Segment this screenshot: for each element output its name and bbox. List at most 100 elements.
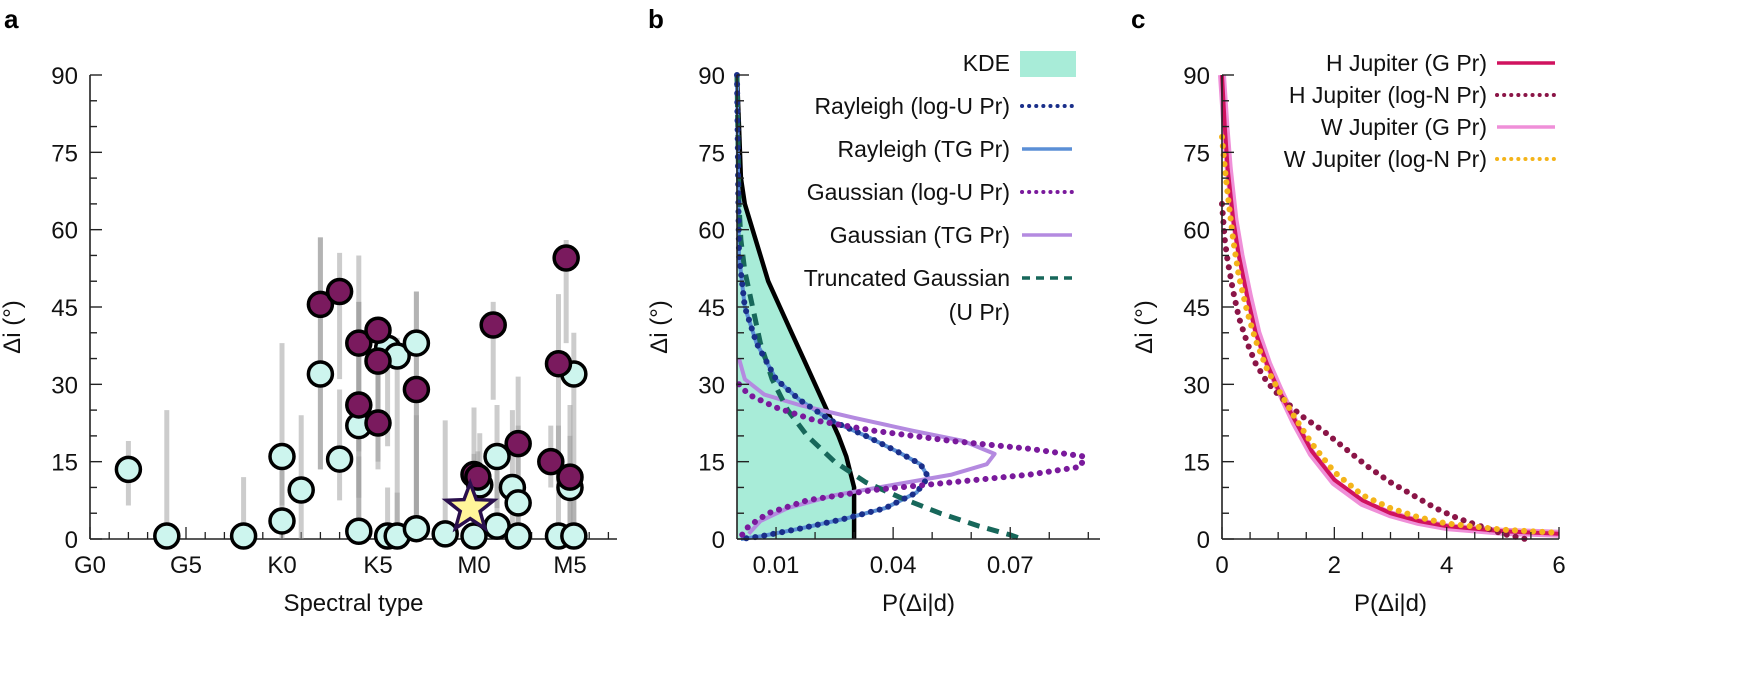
misaligned-point	[402, 375, 431, 404]
panel-letter-c: c	[1131, 4, 1145, 34]
aligned-point	[268, 442, 296, 471]
x-tick-label: K0	[267, 552, 296, 579]
series-line-w-jupiter-g-pr	[1218, 74, 1560, 538]
x-tick-label: 0.07	[987, 552, 1034, 579]
aligned-point	[504, 489, 532, 517]
misaligned-point	[345, 391, 373, 419]
highlighted-star-point	[441, 478, 499, 533]
legend-label: W Jupiter (log-N Pr)	[1284, 146, 1487, 172]
legend-label: Truncated Gaussian	[804, 265, 1010, 291]
aligned-point	[460, 522, 488, 550]
aligned-point	[153, 522, 181, 550]
x-axis-title: Spectral type	[283, 590, 423, 617]
series-line-rayleigh-log-u-pr	[734, 72, 932, 542]
misaligned-point	[544, 349, 573, 378]
x-tick-label: 6	[1552, 552, 1565, 579]
aligned-point	[504, 522, 532, 550]
y-tick-label: 30	[1183, 372, 1210, 399]
y-axis-title: Δi (°)	[0, 300, 26, 354]
y-tick-label: 75	[698, 140, 725, 167]
x-tick-label: 0	[1215, 552, 1228, 579]
aligned-point	[287, 476, 315, 504]
y-tick-label: 0	[712, 527, 725, 554]
x-tick-label: G0	[74, 552, 106, 579]
legend-label: Gaussian (TG Pr)	[830, 222, 1010, 248]
panel-letter-a: a	[4, 4, 19, 34]
legend-label: W Jupiter (G Pr)	[1321, 114, 1487, 140]
y-tick-label: 15	[51, 450, 78, 477]
panel-b: b 0 15 30 45 60 75 90 Δi (°) 0.01 0.04 0.07 P(Δi|d) K…	[646, 4, 1100, 617]
misaligned-point	[364, 316, 392, 344]
legend-swatch-kde	[1020, 51, 1076, 77]
aligned-point	[483, 442, 511, 471]
y-tick-label: 45	[51, 295, 78, 322]
misaligned-point	[552, 244, 580, 272]
y-tick-label: 15	[1183, 450, 1210, 477]
x-tick-label: 0.04	[870, 552, 917, 579]
y-tick-label: 45	[1183, 295, 1210, 322]
aligned-point	[402, 514, 431, 543]
y-axis-title: Δi (°)	[1131, 300, 1158, 354]
y-tick-label: 60	[1183, 218, 1210, 245]
y-tick-label: 90	[51, 63, 78, 90]
legend-label: Rayleigh (log-U Pr)	[814, 93, 1010, 119]
panel-letter-b: b	[648, 4, 664, 34]
y-tick-label: 75	[1183, 140, 1210, 167]
y-tick-label: 60	[51, 218, 78, 245]
x-tick-label: 4	[1440, 552, 1453, 579]
aligned-point	[402, 329, 431, 357]
misaligned-point	[364, 409, 392, 437]
misaligned-point	[345, 329, 373, 357]
y-tick-label: 75	[51, 140, 78, 167]
x-tick-label: G5	[170, 552, 202, 579]
panel-a: a 0 15 30 45 60 75 90 Δi (°) G0 G5 K0 K5 M0 M5 Spectral…	[0, 4, 617, 617]
y-tick-label: 30	[698, 372, 725, 399]
x-axis-title: P(Δi|d)	[1354, 590, 1427, 617]
series-line-h-jupiter-log-n-pr	[1219, 200, 1529, 542]
y-tick-label: 45	[698, 295, 725, 322]
misaligned-point	[504, 429, 532, 458]
x-tick-label: M5	[553, 552, 586, 579]
legend-label-continued: (U Pr)	[949, 299, 1010, 325]
aligned-point	[560, 522, 588, 550]
aligned-point	[268, 507, 296, 535]
misaligned-point	[364, 347, 392, 375]
x-axis-title: P(Δi|d)	[882, 590, 955, 617]
series-line-gaussian-tg-pr	[737, 358, 997, 536]
x-tick-label: 2	[1328, 552, 1341, 579]
y-axis-title: Δi (°)	[646, 300, 673, 354]
legend-label: H Jupiter (log-N Pr)	[1289, 82, 1487, 108]
legend-label: H Jupiter (G Pr)	[1326, 50, 1487, 76]
aligned-point	[114, 455, 143, 484]
series-line-w-jupiter-log-n-pr	[1219, 133, 1562, 536]
series-line-gaussian-log-u-pr	[736, 381, 1088, 542]
aligned-point	[345, 517, 373, 546]
kde-outline	[734, 74, 857, 539]
aligned-point	[431, 520, 459, 548]
x-tick-label: K5	[363, 552, 392, 579]
y-tick-label: 15	[698, 450, 725, 477]
series-line-h-jupiter-g-pr	[1220, 74, 1560, 536]
y-tick-label: 90	[1183, 63, 1210, 90]
kde-fill	[737, 75, 855, 539]
y-tick-label: 30	[51, 372, 78, 399]
x-tick-label: 0.01	[753, 552, 800, 579]
panel-c: c 0 15 30 45 60 75 90 Δi (°) 0 2 4 6 P(Δi|d) H Jupiter…	[1131, 4, 1566, 617]
legend-label: Gaussian (log-U Pr)	[807, 179, 1010, 205]
aligned-point	[306, 360, 335, 388]
misaligned-point	[537, 447, 565, 476]
x-tick-label: M0	[457, 552, 490, 579]
y-tick-label: 90	[698, 63, 725, 90]
misaligned-point	[306, 290, 335, 319]
misaligned-point	[479, 311, 507, 339]
legend-label: Rayleigh (TG Pr)	[837, 136, 1010, 162]
y-tick-label: 60	[698, 218, 725, 245]
aligned-point	[325, 445, 354, 473]
misaligned-point	[556, 463, 584, 491]
aligned-point	[229, 522, 258, 550]
legend-label: KDE	[963, 50, 1010, 76]
y-tick-label: 0	[1197, 527, 1210, 554]
y-tick-label: 0	[65, 527, 78, 554]
misaligned-point	[325, 277, 354, 306]
